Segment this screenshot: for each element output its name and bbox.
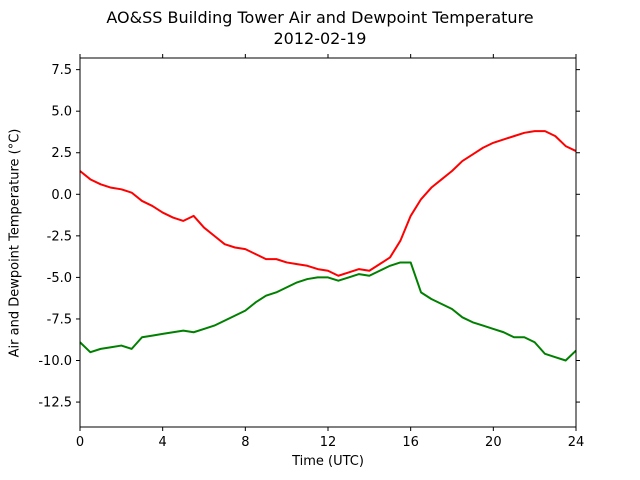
series-layer [79, 130, 577, 362]
plot-frame [79, 57, 577, 428]
x-tick-label: 16 [402, 435, 419, 450]
y-tick-label: 7.5 [51, 63, 72, 78]
x-tick-label: 0 [76, 435, 84, 450]
y-tick-label: -7.5 [47, 312, 72, 327]
x-tick-label: 12 [320, 435, 337, 450]
y-tick-label: -10.0 [38, 354, 72, 369]
y-axis-label: Air and Dewpoint Temperature (°C) [7, 128, 23, 358]
series-line-2 [79, 261, 577, 362]
x-tick-label: 24 [568, 435, 585, 450]
y-tick-label: 5.0 [51, 105, 72, 120]
y-tick-label: 0.0 [51, 188, 72, 203]
y-tick-label: 2.5 [51, 146, 72, 161]
series-line-1 [79, 130, 577, 277]
x-tick-label: 20 [485, 435, 502, 450]
y-tick-label: -2.5 [47, 229, 72, 244]
chart-subtitle: 2012-02-19 [273, 29, 367, 48]
x-axis-ticks: 0 4 8 12 16 20 24 [76, 54, 584, 450]
y-tick-label: -12.5 [38, 396, 72, 411]
x-axis-label: Time (UTC) [292, 454, 364, 469]
chart-title: AO&SS Building Tower Air and Dewpoint Te… [106, 8, 534, 27]
x-tick-label: 4 [159, 435, 167, 450]
x-tick-label: 8 [241, 435, 249, 450]
y-tick-label: -5.0 [47, 271, 72, 286]
y-axis-ticks: -12.5 -10.0 -7.5 -5.0 -2.5 0.0 2.5 5.0 7.5 [38, 63, 580, 411]
